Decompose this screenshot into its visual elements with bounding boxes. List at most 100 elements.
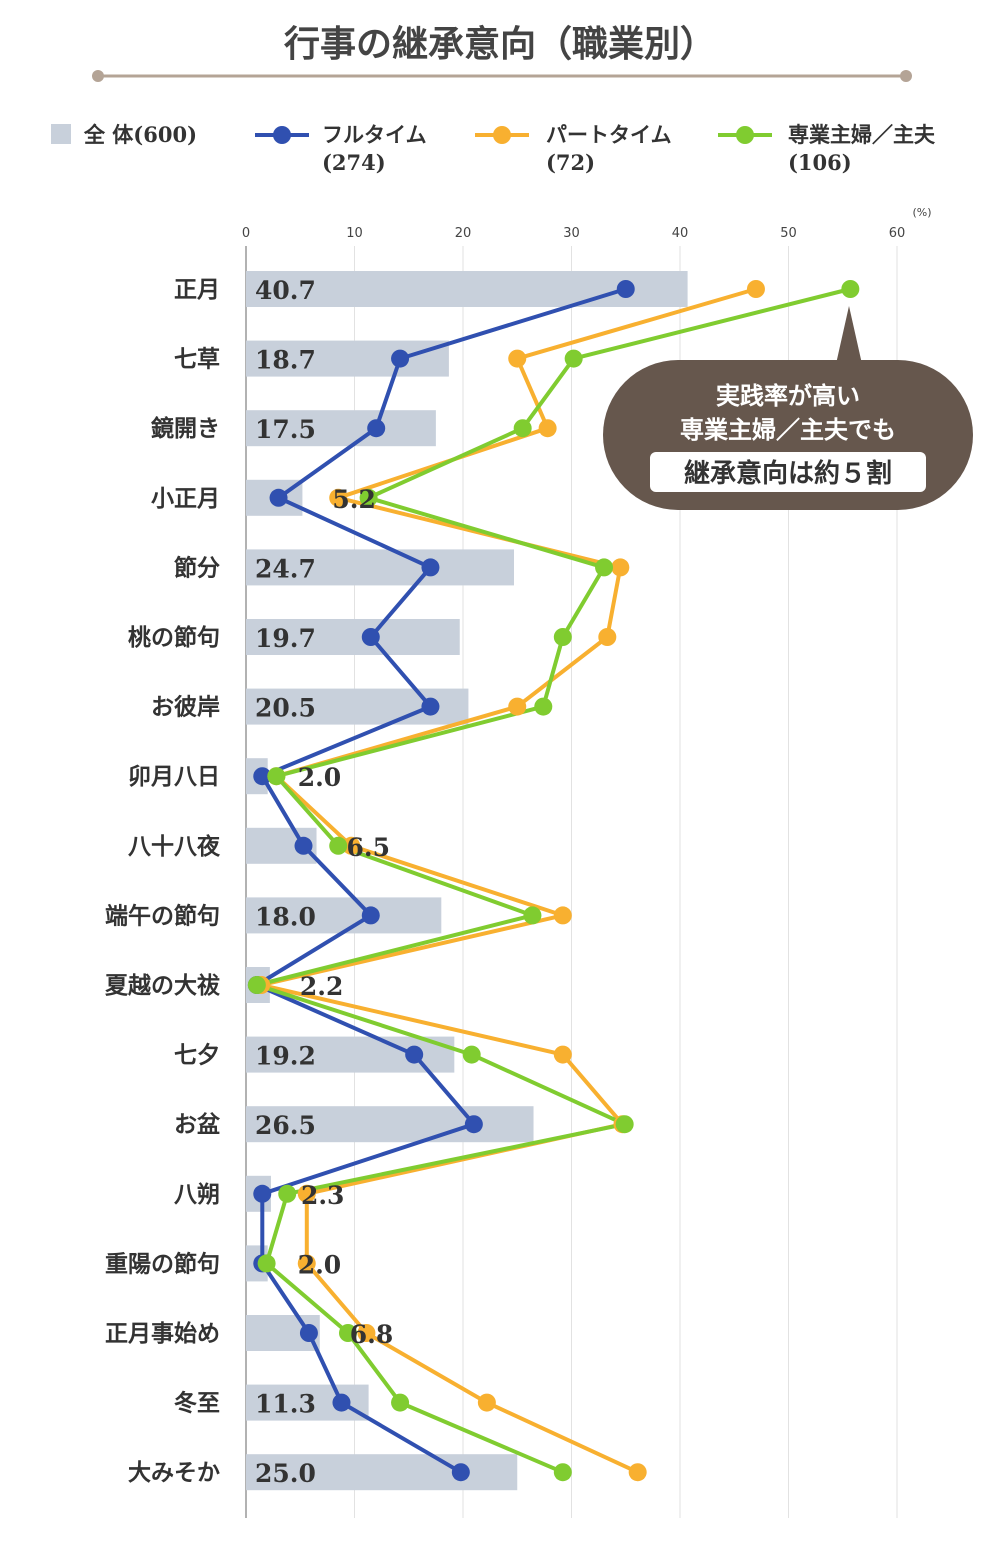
category-label: 正月事始め [105,1320,220,1347]
callout-line-1: 実践率が高い [716,381,860,410]
x-tick-label-60: 60 [889,226,906,241]
series-point-parttime [598,628,617,646]
callout-line-3: 継承意向は約５割 [684,458,892,489]
series-point-parttime [538,419,557,438]
category-label: 小正月 [151,485,220,512]
bar-value-label: 18.7 [255,346,316,375]
legend-marker-parttime [493,126,511,144]
series-point-homemaker [841,280,860,298]
bar-total [246,1454,518,1491]
legend-label-total: 全 体(600) [83,122,197,147]
category-label: 鏡開き [151,415,220,442]
bar-value-label: 20.5 [255,694,316,723]
series-point-homemaker [615,1115,634,1134]
callout: 実践率が高い 専業主婦／主夫でも 継承意向は約５割 [603,306,973,510]
series-point-fulltime [361,906,380,925]
legend-count-parttime: (72) [546,150,595,175]
series-point-parttime [342,836,361,855]
series-point-homemaker [534,697,553,716]
bar-value-label: 24.7 [255,554,316,583]
series-point-homemaker [553,628,572,646]
category-label: お彼岸 [151,694,220,721]
series-point-homemaker [564,349,583,368]
series-point-fulltime [253,767,272,786]
series-line-parttime [259,287,757,1475]
category-label: 正月 [174,276,220,303]
legend-marker-fulltime [273,126,291,144]
x-tick-label-50: 50 [780,226,797,241]
legend-label-fulltime: フルタイム [322,122,427,147]
series-point-parttime [297,1254,316,1273]
category-label: 七夕 [174,1042,220,1069]
legend-count-fulltime: (274) [322,150,386,175]
legend-marker-homemaker [736,126,754,144]
bar-total [246,340,449,377]
series-point-fulltime [332,1393,351,1412]
series-point-parttime [746,280,765,298]
bar-total [246,619,460,655]
x-tick-label-10: 10 [346,226,363,241]
series-point-parttime [628,1463,647,1482]
bar-value-label: 2.3 [301,1181,345,1210]
chart-title: 行事の継承意向（職業別） [284,23,716,65]
bar-value-label: 25.0 [255,1459,316,1488]
legend: 全 体(600) フルタイム (274) パートタイム (72) 専業主婦／主夫… [51,122,936,175]
bar-value-label: 6.5 [347,833,391,862]
series-point-homemaker [523,906,542,925]
legend-count-homemaker: (106) [788,150,852,175]
callout-line-2: 専業主婦／主夫でも [680,415,896,444]
legend-label-homemaker: 専業主婦／主夫 [788,122,936,147]
title-divider-left-dot [92,70,104,82]
series-point-fulltime [616,280,635,298]
series-point-fulltime [464,1115,483,1134]
x-tick-label-30: 30 [563,226,580,241]
bar-value-label: 2.2 [300,972,344,1001]
series-point-homemaker [462,1045,481,1064]
legend-swatch-total [51,124,71,144]
series-point-fulltime [367,419,386,438]
series-point-fulltime [421,558,440,577]
series-point-homemaker [278,1184,297,1203]
bar-total [246,897,442,934]
series-point-parttime [477,1393,496,1412]
series-point-fulltime [361,628,380,646]
category-label: 端午の節句 [105,902,220,929]
series-point-homemaker [513,419,532,438]
series-point-parttime [508,349,527,368]
bar-value-label: 2.0 [298,1250,342,1279]
line-layer [247,280,860,1482]
bar-total [246,410,436,447]
series-point-homemaker [247,976,266,994]
category-label: 卯月八日 [128,763,220,790]
series-point-parttime [297,1184,316,1203]
category-label: 重陽の節句 [105,1250,220,1277]
category-label: 八十八夜 [128,833,221,860]
bar-value-label: 17.5 [255,415,316,444]
bar-total [246,1106,534,1143]
series-point-parttime [611,558,630,577]
category-label: 桃の節句 [128,624,220,651]
x-tick-label-40: 40 [672,226,689,241]
series-point-parttime [357,1324,376,1342]
series-point-homemaker [338,1324,357,1342]
category-label: お盆 [174,1111,221,1138]
callout-highlight-box [650,452,926,492]
series-point-fulltime [253,1184,272,1203]
series-point-homemaker [391,1393,410,1412]
series-line-homemaker [254,287,851,1475]
bar-value-label: 5.2 [332,485,376,514]
series-point-fulltime [391,349,410,368]
callout-pointer [836,306,862,364]
bar-value-label: 19.2 [255,1042,316,1071]
axis-unit: (%) [912,206,931,219]
series-point-homemaker [257,1254,276,1273]
series-point-fulltime [405,1045,424,1064]
category-label: 夏越の大祓 [105,972,220,999]
x-tick-label-20: 20 [455,226,472,241]
title-divider-right-dot [900,70,912,82]
category-layer: 正月七草鏡開き小正月節分桃の節句お彼岸卯月八日八十八夜端午の節句夏越の大祓七夕お… [105,276,221,1486]
category-label: 大みそか [128,1459,220,1486]
bar-total [246,549,514,586]
category-label: 七草 [174,346,220,373]
series-point-parttime [553,1045,572,1064]
